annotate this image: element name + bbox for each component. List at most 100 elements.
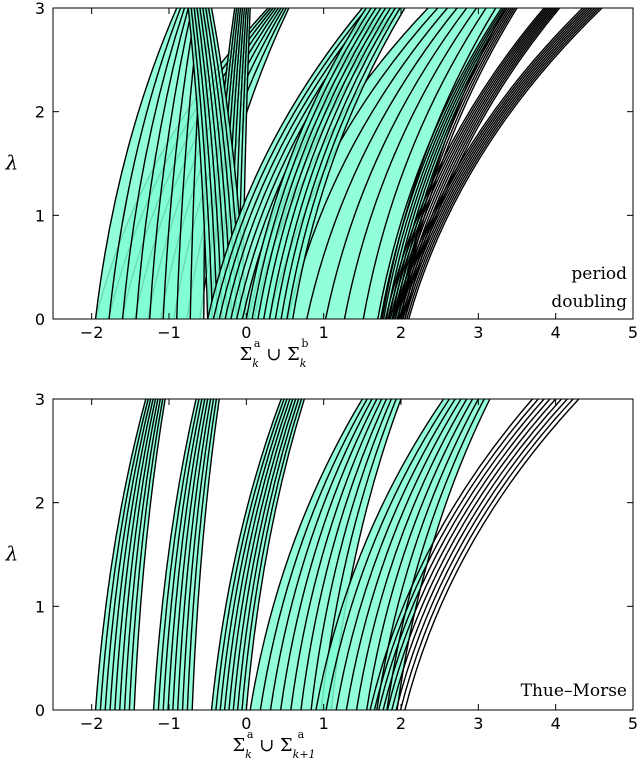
band-curve-7-2 xyxy=(382,8,506,319)
band-curve-1-4 xyxy=(148,8,193,319)
band-curve-1-8 xyxy=(191,399,220,710)
band-curve-5-8 xyxy=(404,399,580,710)
band-curve-3-3 xyxy=(279,399,378,710)
band-curve-4-0 xyxy=(315,399,445,710)
band-curve-0-8 xyxy=(133,399,166,710)
band-curve-0-1 xyxy=(99,399,149,710)
y-tick-label: 0 xyxy=(35,701,45,720)
bands-layer xyxy=(94,399,580,710)
band-curve-4-3 xyxy=(306,8,458,319)
band-curve-3-1 xyxy=(190,8,214,319)
band-curve-1-0 xyxy=(94,8,178,319)
band-curve-3-2 xyxy=(193,8,219,319)
x-tick-label: 0 xyxy=(241,323,251,342)
x-tick-label: 4 xyxy=(551,714,561,733)
band-curve-4-1 xyxy=(325,399,450,710)
band-curve-0-3 xyxy=(109,399,154,710)
band-curve-9-3 xyxy=(398,8,591,319)
band-curve-6-3 xyxy=(263,8,382,319)
band-curve-1-1 xyxy=(157,399,200,710)
band-curve-9-4 xyxy=(400,8,593,319)
band-curve-1-0 xyxy=(152,399,197,710)
band-curve-0-6 xyxy=(123,399,161,710)
band-curve-1-1 xyxy=(108,8,182,319)
band-curve-6-1 xyxy=(251,8,372,319)
annotation-line-1: period xyxy=(571,264,627,284)
band-curve-5-1 xyxy=(373,399,539,710)
band-curve-8-3 xyxy=(392,8,551,319)
band-curve-2-1 xyxy=(215,399,285,710)
band-curve-3-1 xyxy=(259,399,368,710)
band-curve-7-0 xyxy=(377,8,503,319)
band-curve-3-2 xyxy=(269,399,373,710)
x-tick-label: −2 xyxy=(80,714,104,733)
axes-layer: −2 −1 0 1 2 3 4 5 0 1 2 3 xyxy=(35,0,638,342)
band-curve-5-2 xyxy=(378,399,545,710)
band-curve-5-0 xyxy=(206,8,363,319)
annotation-line-2: doubling xyxy=(551,292,627,312)
band-curve-9-5 xyxy=(402,8,596,319)
band-region-1 xyxy=(153,399,220,710)
band-curve-2-5 xyxy=(232,399,297,710)
band-curve-6-2 xyxy=(257,8,377,319)
band-curve-1-7 xyxy=(186,399,218,710)
band-curve-9-0 xyxy=(392,8,584,319)
band-curve-5-6 xyxy=(395,399,568,710)
band-region-2 xyxy=(211,399,305,710)
band-curve-5-7 xyxy=(399,399,574,710)
band-curve-7-1 xyxy=(380,8,505,319)
x-tick-label: 0 xyxy=(241,714,251,733)
band-curve-0-0 xyxy=(94,399,147,710)
band-curve-5-1 xyxy=(212,8,368,319)
band-curve-6-6 xyxy=(280,8,396,319)
x-tick-label: −2 xyxy=(80,323,104,342)
band-curve-6-8 xyxy=(292,8,406,319)
band-curve-9-8 xyxy=(408,8,603,319)
band-curve-1-3 xyxy=(167,399,206,710)
band-curve-1-5 xyxy=(177,399,212,710)
axes-layer: −2 −1 0 1 2 3 4 5 0 1 2 3 xyxy=(35,390,638,733)
x-tick-label: 1 xyxy=(319,714,329,733)
band-curve-9-1 xyxy=(394,8,586,319)
x-tick-label: 5 xyxy=(628,323,638,342)
band-curve-9-6 xyxy=(404,8,598,319)
band-curve-1-6 xyxy=(181,399,215,710)
band-curve-1-2 xyxy=(121,8,186,319)
band-curve-3-4 xyxy=(290,399,383,710)
band-curve-7-4 xyxy=(388,8,510,319)
band-region-3 xyxy=(250,399,401,710)
band-curve-9-7 xyxy=(406,8,601,319)
band-region-4 xyxy=(315,399,490,710)
y-axis-label: λ xyxy=(5,542,19,566)
band-curve-2-8 xyxy=(245,399,306,710)
band-curve-1-4 xyxy=(172,399,209,710)
y-tick-label: 1 xyxy=(35,597,45,616)
band-curve-7-5 xyxy=(391,8,512,319)
band-curve-6-7 xyxy=(286,8,401,319)
band-curve-1-5 xyxy=(162,8,197,319)
band-curve-5-5 xyxy=(391,399,562,710)
y-tick-label: 0 xyxy=(35,310,45,329)
band-curve-4-5 xyxy=(365,399,474,710)
band-curve-2-2 xyxy=(219,399,288,710)
band-curve-3-0 xyxy=(187,8,209,319)
x-tick-label: 2 xyxy=(396,323,406,342)
plot-frame xyxy=(52,7,634,320)
band-curve-8-1 xyxy=(387,8,547,319)
band-curve-8-7 xyxy=(401,8,559,319)
x-tick-label: −1 xyxy=(157,714,181,733)
x-tick-label: 5 xyxy=(628,714,638,733)
band-curve-3-0 xyxy=(249,399,363,710)
band-curve-2-3 xyxy=(223,399,291,710)
x-tick-label: −1 xyxy=(157,323,181,342)
band-curve-4-4 xyxy=(324,8,468,319)
band-curve-1-2 xyxy=(162,399,203,710)
band-curve-0-7 xyxy=(128,399,164,710)
band-curve-2-4 xyxy=(228,399,294,710)
y-tick-label: 2 xyxy=(35,103,45,122)
band-curve-8-0 xyxy=(384,8,545,319)
band-curve-3-6 xyxy=(310,399,392,710)
band-curve-5-0 xyxy=(369,399,533,710)
x-tick-label: 2 xyxy=(396,714,406,733)
